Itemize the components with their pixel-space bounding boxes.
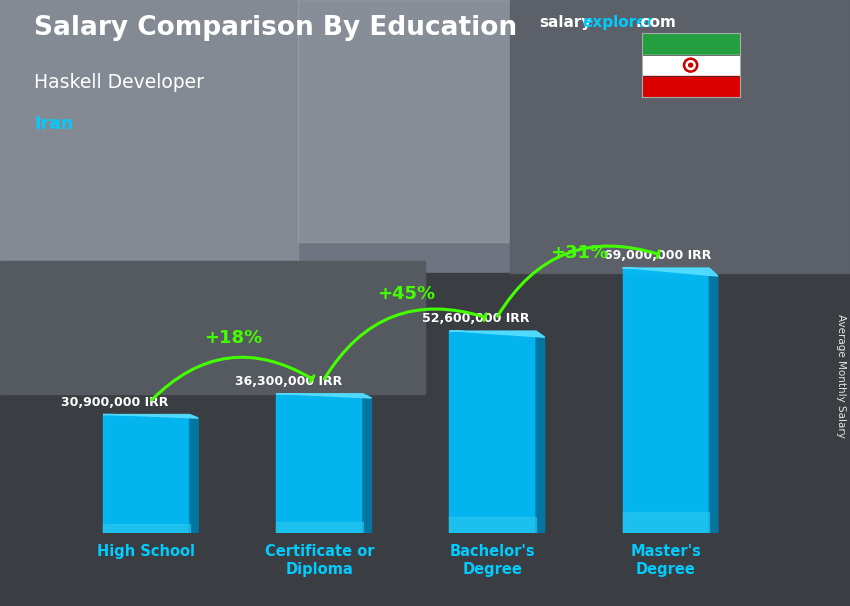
Text: Average Monthly Salary: Average Monthly Salary — [836, 314, 846, 438]
Text: +45%: +45% — [377, 285, 435, 303]
Polygon shape — [450, 331, 545, 337]
Bar — [450, 331, 536, 533]
Bar — [510, 0, 850, 273]
Text: Salary Comparison By Education: Salary Comparison By Education — [34, 15, 517, 41]
Text: explorer: explorer — [582, 15, 654, 30]
Bar — [298, 0, 510, 242]
Bar — [450, 517, 536, 533]
Bar — [276, 522, 363, 533]
Text: 52,600,000 IRR: 52,600,000 IRR — [422, 313, 530, 325]
Polygon shape — [276, 394, 371, 398]
Bar — [0, 0, 850, 273]
Text: +31%: +31% — [550, 244, 609, 262]
Polygon shape — [709, 268, 718, 533]
Text: 69,000,000 IRR: 69,000,000 IRR — [604, 250, 711, 262]
Bar — [0, 261, 425, 394]
Polygon shape — [363, 394, 371, 533]
Text: Iran: Iran — [34, 115, 73, 133]
Bar — [642, 33, 740, 55]
Text: +18%: +18% — [204, 329, 262, 347]
Bar — [103, 415, 190, 533]
Text: .com: .com — [636, 15, 677, 30]
Text: Haskell Developer: Haskell Developer — [34, 73, 204, 92]
Polygon shape — [623, 268, 718, 276]
Text: 30,900,000 IRR: 30,900,000 IRR — [61, 396, 169, 409]
Circle shape — [683, 58, 698, 72]
Bar — [623, 268, 709, 533]
Text: 36,300,000 IRR: 36,300,000 IRR — [235, 375, 342, 388]
Polygon shape — [536, 331, 545, 533]
Text: salary: salary — [540, 15, 592, 30]
Bar — [642, 55, 740, 76]
Circle shape — [686, 61, 695, 70]
Circle shape — [688, 63, 693, 67]
Bar — [103, 524, 190, 533]
Bar — [0, 273, 850, 606]
Polygon shape — [103, 415, 198, 418]
Bar — [276, 394, 363, 533]
Polygon shape — [190, 415, 198, 533]
Bar — [623, 512, 709, 533]
Bar — [0, 0, 298, 273]
Bar — [642, 76, 740, 97]
